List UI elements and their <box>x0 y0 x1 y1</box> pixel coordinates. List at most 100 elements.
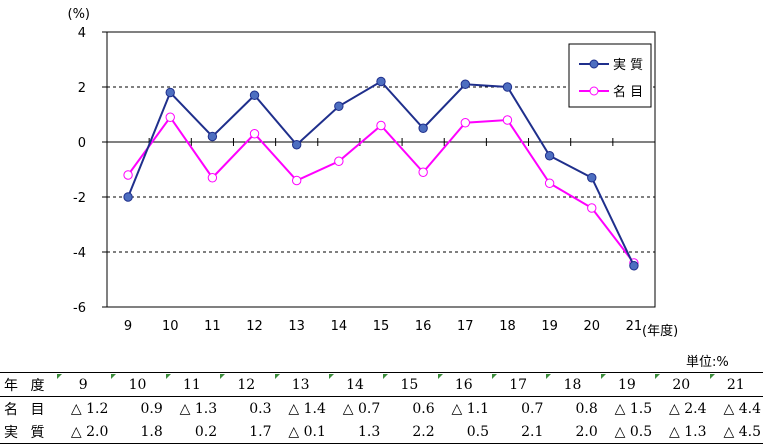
table-year-14: 14 <box>327 372 383 397</box>
table-year-16: 16 <box>436 372 491 397</box>
table-cell: △ 0.1 <box>273 420 328 444</box>
series-point <box>460 118 471 128</box>
table-cell: △ 4.5 <box>708 420 763 444</box>
growth-rate-chart: 420-2-4-69 10 11 12 13 14 15 16 17 18 19 20 21(%)(年度… <box>68 7 679 339</box>
series-point <box>165 112 175 122</box>
table-cell: 0.3 <box>249 400 272 417</box>
table-cell: △ 2.4 <box>669 400 707 417</box>
series-point <box>502 115 513 125</box>
cell-marker-icon <box>655 374 661 379</box>
table-cell: △ 0.7 <box>342 400 381 417</box>
y-tick-label: 0 <box>78 136 86 151</box>
series-point <box>502 82 513 92</box>
cell-marker-icon <box>709 374 715 379</box>
legend-swatch-marker <box>589 59 599 69</box>
table-year-text: 17 <box>509 376 528 393</box>
x-tick-label: 15 <box>373 319 390 334</box>
series-point <box>376 76 386 87</box>
table-cell: △ 1.4 <box>288 400 326 417</box>
cell-marker-icon <box>274 374 280 379</box>
table-year-10: 10 <box>110 372 165 397</box>
series-point <box>123 170 133 180</box>
series-point <box>334 101 344 111</box>
table-cell: 0.6 <box>412 400 435 417</box>
y-tick-label: -4 <box>73 246 86 261</box>
table-year-text: 15 <box>400 376 419 393</box>
table-year-text: 21 <box>726 376 745 393</box>
x-tick-label: 19 <box>541 319 558 334</box>
table-year-13: 13 <box>273 372 328 397</box>
table-year-11: 11 <box>164 372 220 397</box>
table-year-text: 20 <box>672 376 691 393</box>
x-tick-label: 9 <box>124 319 132 334</box>
table-cell: 0.2 <box>164 420 220 444</box>
table-year-text: 11 <box>183 376 201 393</box>
table-cell: 2.2 <box>382 420 437 444</box>
table-cell: 0.5 <box>436 420 491 444</box>
table-year-text: 13 <box>291 376 310 393</box>
table-year-text: 9 <box>78 376 88 393</box>
table-year-text: 18 <box>563 376 582 393</box>
table-year-12: 12 <box>219 372 274 397</box>
table-cell: △ 1.3 <box>654 420 709 444</box>
cell-marker-icon <box>383 374 389 379</box>
x-unit-label: (年度) <box>642 323 678 339</box>
y-unit-label: (%) <box>68 7 91 22</box>
x-tick-label: 18 <box>499 319 516 334</box>
table-header-label: 年 度 <box>0 372 56 397</box>
series-point <box>587 203 597 213</box>
y-tick-label: 2 <box>78 81 86 96</box>
series-point <box>123 192 133 202</box>
x-tick-label: 10 <box>162 319 179 334</box>
series-point <box>418 123 428 133</box>
table-cell: △ 1.3 <box>179 400 218 417</box>
table-year-21: 21 <box>708 372 763 397</box>
table-year-15: 15 <box>382 372 437 397</box>
series-point <box>207 173 218 183</box>
table-year-19: 19 <box>599 372 655 397</box>
x-tick-label: 13 <box>288 319 305 334</box>
table-year-20: 20 <box>654 372 709 397</box>
table-cell: △ 0.5 <box>599 420 655 444</box>
legend-swatch-marker <box>589 86 599 96</box>
cell-marker-icon <box>328 374 334 379</box>
table-cell: 0.8 <box>575 400 598 417</box>
series-point <box>291 140 302 150</box>
cell-marker-icon <box>600 374 606 379</box>
table-year-text: 12 <box>237 376 256 393</box>
series-point <box>334 156 344 166</box>
series-point <box>291 175 302 186</box>
cell-marker-icon <box>111 374 117 379</box>
cell-marker-icon <box>492 374 497 379</box>
x-tick-label: 12 <box>246 319 263 334</box>
table-cell: 2.0 <box>545 420 600 444</box>
x-tick-label: 11 <box>204 319 221 334</box>
legend-label: 実 質 <box>613 57 643 73</box>
table-cell: 0.9 <box>140 400 163 417</box>
y-tick-label: 4 <box>78 26 86 41</box>
series-point <box>249 129 260 139</box>
table-cell: 2.1 <box>491 420 546 444</box>
x-tick-label: 17 <box>457 319 474 334</box>
series-point <box>207 131 218 142</box>
table-cell: △ 2.0 <box>56 420 111 444</box>
table-cell: △ 4.4 <box>723 400 761 417</box>
table-cell: 1.8 <box>110 420 165 444</box>
cell-marker-icon <box>57 374 62 379</box>
x-tick-label: 14 <box>331 319 348 334</box>
table-cell: △ 1.2 <box>70 400 109 417</box>
cell-marker-icon <box>220 374 226 379</box>
table-year-text: 14 <box>346 376 364 393</box>
series-point <box>587 173 597 183</box>
series-point <box>544 178 555 188</box>
x-tick-label: 20 <box>583 319 600 334</box>
table-year-9: 9 <box>56 372 111 397</box>
table-row-nominal: 名 目 △ 1.2 0.9 △ 1.3 0.3 △ 1.4 △ 0.7 0.6 △ 1.1 0.… <box>0 397 763 421</box>
series-point <box>629 261 639 271</box>
y-tick-label: -2 <box>73 191 86 206</box>
table-cell: △ 1.5 <box>614 400 653 417</box>
table-header-row: 年 度 9 10 11 12 13 14 15 16 17 18 19 20 21 <box>0 372 763 397</box>
table-year-18: 18 <box>545 372 600 397</box>
x-tick-label: 21 <box>626 319 643 334</box>
table-cell: 0.7 <box>521 400 544 417</box>
